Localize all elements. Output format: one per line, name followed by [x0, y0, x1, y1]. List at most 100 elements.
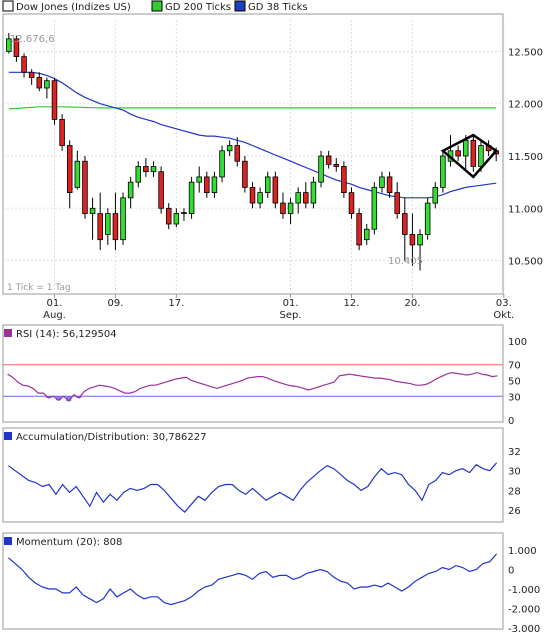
candle-body [188, 181, 195, 214]
candle-body [386, 176, 393, 194]
price-high-label: 12.676,6 [10, 34, 55, 45]
indicator-line [8, 462, 498, 513]
price-xtick-label: 12. [344, 298, 360, 309]
indicator-line [7, 371, 498, 402]
candle-body [333, 163, 340, 167]
momentum-title-label: Momentum (20): 808 [16, 537, 122, 548]
ytick-label: -1.000 [508, 585, 540, 596]
momentum-panel: 1.000 0 -1.000 -2.000 -3.000 [8, 546, 540, 635]
candle-body [204, 176, 210, 194]
ytick-label: -3.000 [508, 624, 540, 635]
legend-swatch-dowjones [2, 0, 14, 12]
candle-body [470, 139, 477, 167]
candle-body [310, 181, 317, 204]
candlesticks [6, 32, 499, 271]
tick-note: 1 Tick = 1 Tag [7, 283, 71, 293]
price-xtick-label: 17. [168, 298, 184, 309]
momentum-title: Momentum (20): 808 [4, 537, 122, 548]
price-ytick-label: 11.500 [508, 152, 543, 163]
candle-body [478, 145, 484, 167]
candle-body [66, 145, 73, 194]
candle-body [242, 160, 248, 188]
candle-body [150, 166, 157, 173]
candle-body [325, 155, 332, 165]
candle-body [440, 155, 446, 188]
ytick-label: 0 [508, 566, 514, 577]
candle-body [44, 80, 50, 89]
indicator-line [8, 553, 498, 606]
price-ytick-label: 11.000 [508, 204, 543, 215]
candle-body [143, 166, 149, 173]
ad-panel-frame [2, 427, 504, 523]
oversold-fill [66, 396, 72, 402]
ytick-label: 26 [508, 506, 521, 517]
candle-body [97, 213, 103, 241]
price-xtick-label: 01. [283, 298, 299, 309]
candle-body [21, 56, 27, 73]
rsi-panel-frame [2, 324, 504, 423]
candle-body [120, 197, 126, 241]
price-x-axis: 01.09.17.01.12.20.03.11.19.Aug.Sep.Okt. [43, 294, 514, 321]
candle-body [127, 181, 134, 199]
price-xtick-label: 20. [404, 298, 420, 309]
candle-body [272, 176, 279, 204]
legend-swatch-gd200 [151, 0, 163, 12]
ytick-label: 0 [508, 416, 514, 427]
gd200-line [8, 106, 497, 110]
candle-body [394, 192, 400, 214]
candle-body [105, 213, 111, 235]
candle-body [402, 213, 408, 235]
candle-body [6, 38, 12, 52]
ytick-label: 50 [508, 377, 521, 388]
candle-body [59, 118, 65, 146]
candle-body [417, 234, 423, 246]
ytick-label: 70 [508, 361, 521, 372]
momentum-panel-frame [2, 532, 504, 630]
candle-body [165, 207, 172, 225]
candle-body [211, 176, 218, 194]
candle-body [219, 150, 225, 178]
candle-body [234, 145, 241, 162]
candle-body [74, 160, 81, 188]
ytick-label: 30 [508, 467, 521, 478]
price-month-label: Sep. [280, 310, 302, 321]
candle-body [36, 77, 43, 89]
candle-body [432, 186, 439, 204]
rsi-title: RSI (14): 56,129504 [4, 329, 117, 340]
ad-title-swatch [4, 432, 12, 440]
candle-body [363, 228, 370, 241]
legend-label-dowjones: Dow Jones (Indizes US) [16, 2, 131, 13]
rsi-panel: 100 70 50 30 0 [3, 337, 527, 427]
candle-body [356, 213, 362, 246]
candle-body [28, 71, 35, 78]
candle-body [379, 176, 385, 188]
price-month-label: Okt. [493, 310, 514, 321]
price-panel-frame [2, 13, 504, 295]
candle-body [318, 155, 324, 183]
candle-body [89, 207, 96, 214]
gd38-line [8, 71, 497, 199]
candle-body [295, 192, 301, 204]
candle-body [341, 166, 347, 194]
ad-title-label: Accumulation/Distribution: 30,786227 [16, 432, 206, 443]
candle-body [455, 150, 461, 157]
legend-label-gd200: GD 200 Ticks [165, 2, 231, 13]
ytick-label: 1.000 [508, 546, 537, 557]
candle-body [135, 166, 142, 183]
price-low-label: 10.405 [388, 256, 423, 267]
candle-body [226, 145, 233, 152]
candle-body [409, 234, 416, 246]
candle-body [348, 192, 355, 214]
price-xtick-label: 09. [107, 298, 123, 309]
ytick-label: -2.000 [508, 605, 540, 616]
ad-panel: 32 30 28 26 [8, 447, 521, 517]
candle-body [257, 192, 263, 204]
price-month-label: Aug. [43, 310, 66, 321]
price-y-axis: 12.500 12.000 11.500 11.000 10.500 [508, 47, 543, 267]
rsi-title-label: RSI (14): 56,129504 [16, 329, 117, 340]
price-xtick-label: 01. [47, 298, 63, 309]
ytick-label: 28 [508, 486, 521, 497]
candle-body [112, 213, 119, 241]
ad-title: Accumulation/Distribution: 30,786227 [4, 432, 206, 443]
